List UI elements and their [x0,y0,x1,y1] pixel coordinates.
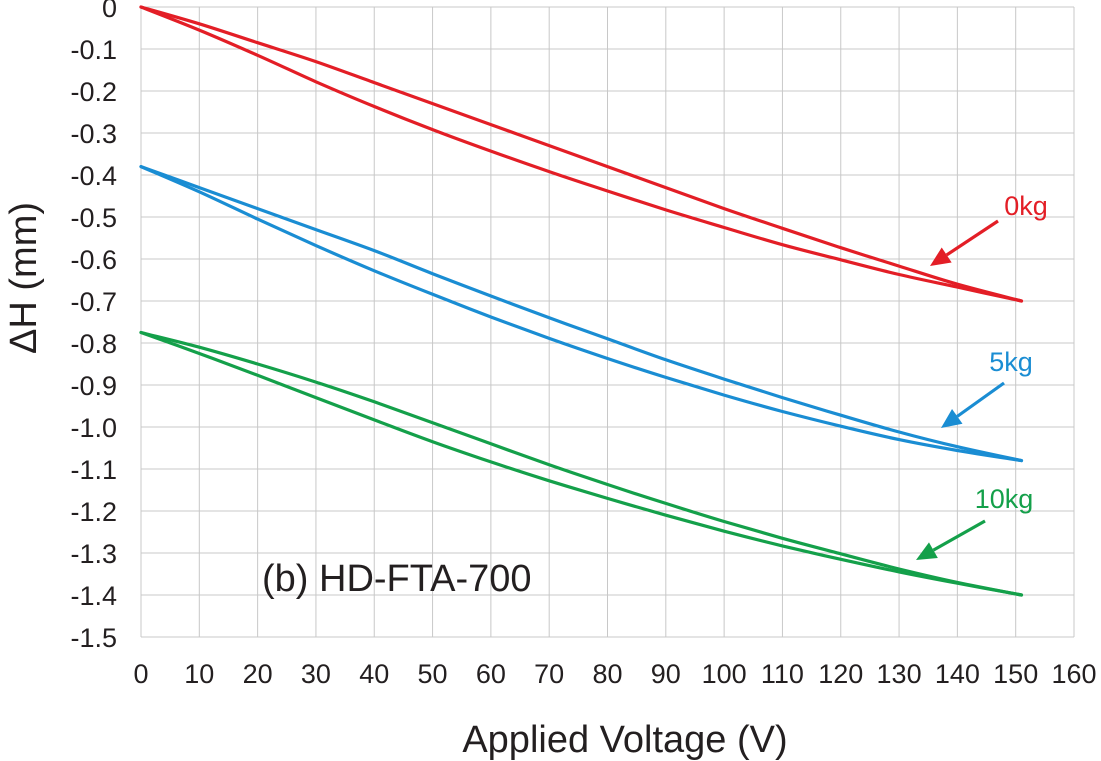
series-arrowhead-5kg [941,409,963,428]
series-arrow-5kg [956,381,1005,418]
x-tick-label: 0 [133,659,148,689]
series-group [139,5,1024,597]
y-tick-label: 0 [102,0,117,23]
series-labels: 0kg 5kg 10kg [916,191,1048,560]
series-arrow-10kg [932,519,986,552]
series-line-0kg-loading [139,5,1024,303]
y-tick-label: -0.1 [70,35,117,65]
y-tick-label: -1.1 [70,455,117,485]
series-line-5kg-loading [139,165,1024,463]
x-tick-label: 80 [592,659,622,689]
series-line-5kg-unloading [139,165,1024,463]
series-arrowhead-0kg [930,247,952,266]
y-tick-label: -0.9 [70,371,117,401]
x-tick-label: 40 [359,659,389,689]
y-tick-label: -1.0 [70,413,117,443]
x-axis-title: Applied Voltage (V) [462,719,787,761]
x-tick-label: 60 [476,659,506,689]
y-tick-label: -1.2 [70,497,117,527]
y-tick-label: -0.5 [70,203,117,233]
y-tick-label: -0.2 [70,77,117,107]
series-label-5kg: 5kg [989,347,1033,377]
series-line-0kg-unloading [139,5,1024,303]
series-arrowhead-10kg [916,542,938,560]
x-tick-label: 160 [1051,659,1096,689]
y-tick-labels: 0 -0.1 -0.2 -0.3 -0.4 -0.5 -0.6 -0.7 -0.8 -0.9 -1.… [70,0,117,653]
series-line-10kg-loading [139,330,1024,597]
chart-annotation: (b) HD-FTA-700 [262,558,532,600]
x-tick-label: 70 [534,659,564,689]
x-tick-label: 100 [702,659,747,689]
y-tick-label: -0.3 [70,119,117,149]
y-tick-label: -1.3 [70,539,117,569]
x-tick-label: 150 [993,659,1038,689]
x-tick-label: 120 [818,659,863,689]
y-tick-label: -0.7 [70,287,117,317]
x-tick-label: 50 [418,659,448,689]
series-line-10kg-unloading [139,330,1024,597]
y-axis-title: ΔH (mm) [3,202,45,354]
grid [140,6,1075,638]
x-tick-label: 110 [761,659,804,689]
x-tick-label: 10 [184,659,214,689]
y-tick-label: -1.5 [70,623,117,653]
y-tick-label: -1.4 [70,581,117,611]
y-tick-label: -0.4 [70,161,117,191]
series-label-0kg: 0kg [1004,191,1048,221]
y-tick-label: -0.8 [70,329,117,359]
x-tick-label: 130 [877,659,922,689]
x-tick-label: 20 [243,659,273,689]
x-tick-label: 30 [301,659,331,689]
y-tick-label: -0.6 [70,245,117,275]
x-tick-label: 90 [651,659,681,689]
series-arrow-0kg [945,219,999,257]
x-tick-label: 140 [935,659,980,689]
series-label-10kg: 10kg [975,484,1034,514]
x-tick-labels: 0 10 20 30 40 50 60 70 80 90 100 110 120 130 140 150 160 [133,659,1096,689]
